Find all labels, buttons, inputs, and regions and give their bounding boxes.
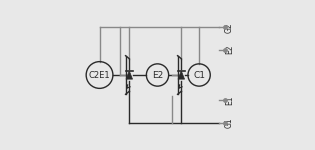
Text: C1: C1 — [193, 70, 205, 80]
Polygon shape — [178, 71, 185, 79]
Text: G2: G2 — [225, 22, 234, 33]
Text: C2E1: C2E1 — [89, 70, 110, 80]
Text: G1: G1 — [225, 117, 234, 128]
Polygon shape — [126, 71, 133, 79]
Text: E2: E2 — [152, 70, 163, 80]
Text: E2: E2 — [225, 45, 234, 54]
Text: E1: E1 — [225, 96, 234, 105]
